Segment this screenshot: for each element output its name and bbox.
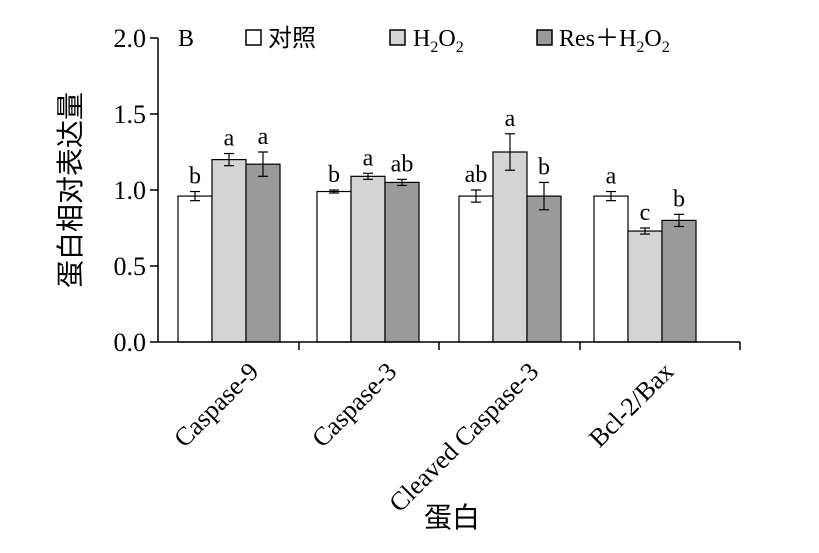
y-tick-label: 1.0: [114, 176, 147, 205]
significance-label: b: [538, 154, 550, 180]
y-tick-label: 0.5: [114, 252, 147, 281]
bar: [384, 181, 420, 343]
legend-item-h2o2: H2O2: [389, 26, 464, 56]
legend-swatch-res-h2o2: [536, 29, 553, 46]
bar: [593, 195, 629, 343]
significance-label: b: [189, 164, 201, 190]
bar: [245, 163, 281, 343]
legend-label-h2o2: H2O2: [413, 26, 464, 56]
panel-label: B: [178, 26, 194, 52]
significance-label: b: [328, 162, 340, 188]
y-tick-label: 1.5: [114, 100, 147, 129]
legend-swatch-h2o2: [389, 29, 406, 46]
bar: [627, 230, 663, 343]
legend-label-res-h2o2: Res＋H2O2: [559, 26, 670, 56]
bar: [350, 175, 386, 343]
x-category-label: Cleaved Caspase-3: [383, 357, 544, 518]
significance-label: a: [606, 164, 617, 190]
bar: [211, 159, 247, 343]
significance-label: b: [673, 186, 685, 212]
y-tick-label: 2.0: [114, 24, 147, 53]
legend-item-control: 对照: [245, 25, 316, 52]
significance-label: a: [505, 106, 516, 132]
significance-label: ab: [391, 151, 414, 177]
legend: 对照 H2O2 Res＋H2O2: [245, 25, 670, 56]
significance-label: a: [224, 126, 235, 152]
bar: [661, 219, 697, 343]
x-axis-title: 蛋白: [424, 502, 480, 534]
bar: [316, 190, 352, 343]
bar: [458, 195, 494, 343]
bar: [526, 195, 562, 343]
x-category-label: Bcl-2/Bax: [583, 357, 679, 453]
legend-label-control: 对照: [268, 25, 316, 52]
legend-item-res-h2o2: Res＋H2O2: [536, 26, 670, 56]
significance-label: a: [258, 124, 269, 150]
y-axis-title: 蛋白相对表达量: [55, 92, 87, 288]
x-category-label: Caspase-9: [168, 357, 264, 453]
bar: [492, 151, 528, 343]
bar: [177, 195, 213, 343]
significance-label: ab: [465, 162, 488, 188]
significance-label: c: [640, 200, 651, 226]
x-category-label: Caspase-3: [306, 357, 402, 453]
legend-swatch-control: [245, 29, 262, 46]
significance-label: a: [363, 145, 374, 171]
y-tick-label: 0.0: [114, 328, 147, 357]
